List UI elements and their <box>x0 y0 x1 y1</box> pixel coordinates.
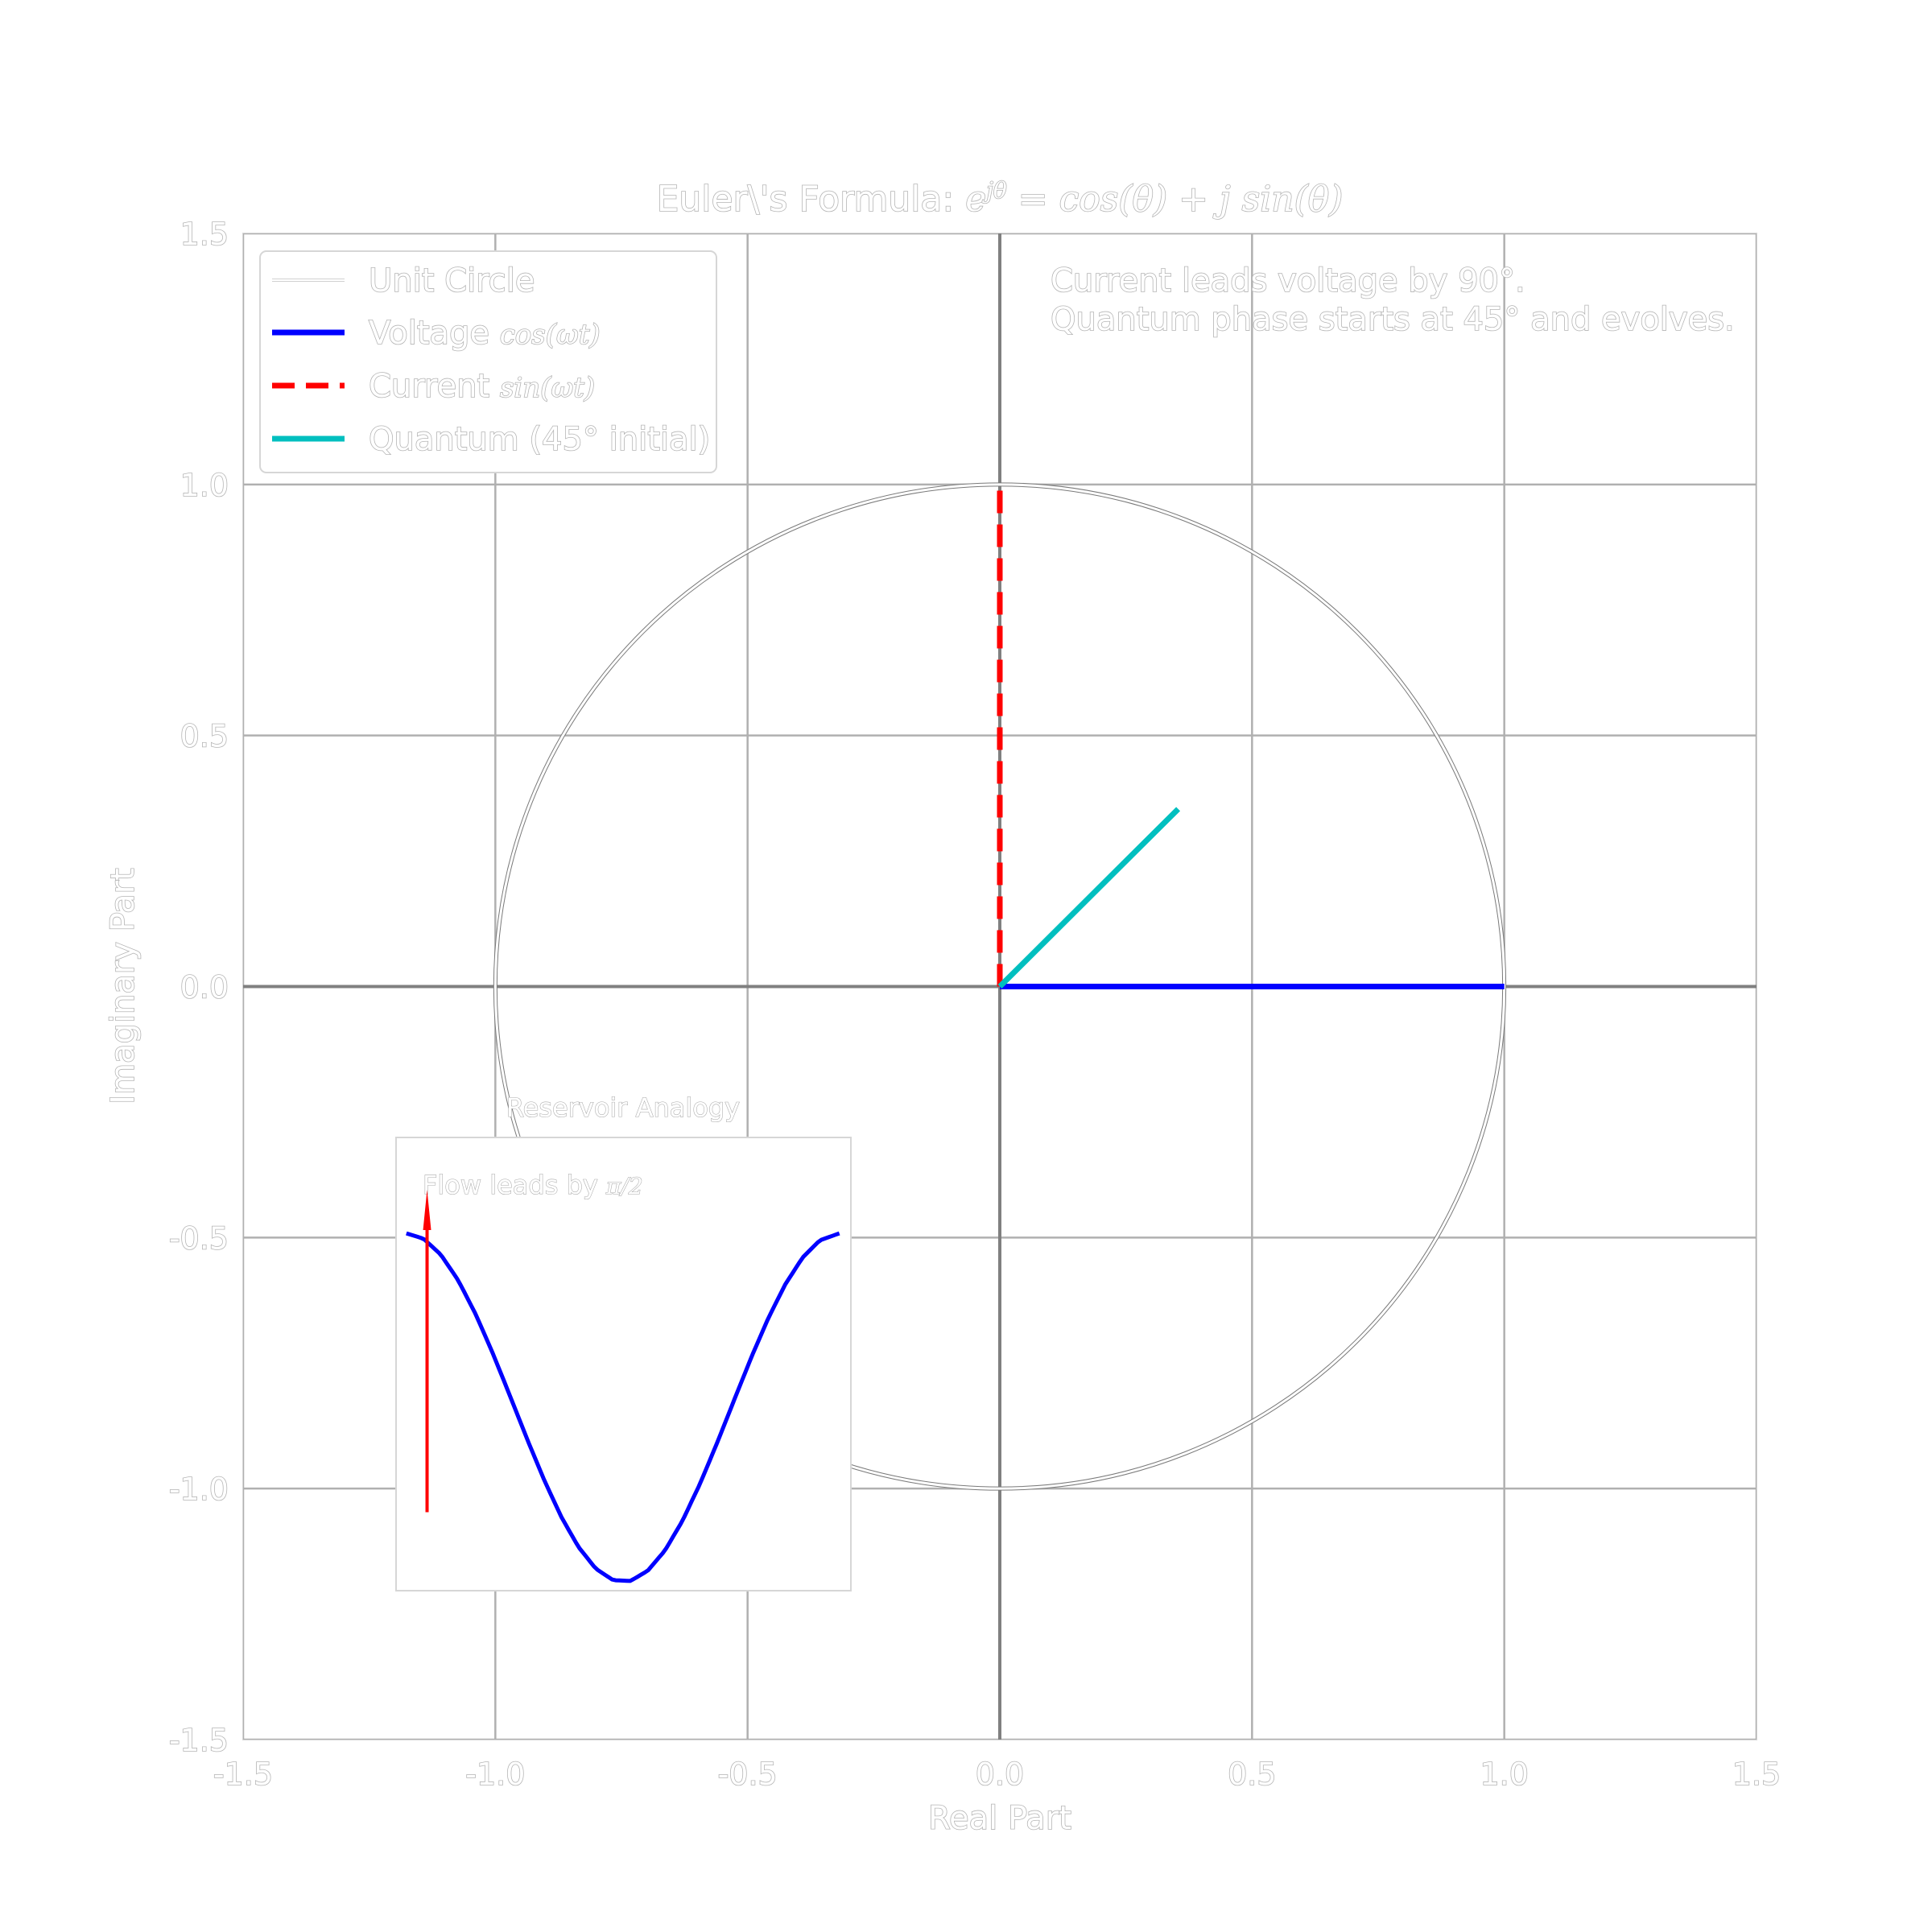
y-tick-labels: 1.5 1.0 0.5 0.0 -0.5 -1.0 -1.5 <box>168 216 229 1759</box>
legend-item-unit-circle: Unit Circle <box>272 262 535 300</box>
x-tick-labels: -1.5 -1.0 -0.5 0.0 0.5 1.0 1.5 <box>213 1756 1781 1793</box>
y-tick-label-5: -1.0 <box>169 1472 229 1507</box>
legend-label-quantum: Quantum (45° initial) <box>369 421 710 458</box>
series-layer <box>493 482 1507 1491</box>
x-axis-label: Real Part <box>928 1800 1071 1837</box>
y-tick-label-1: 1.0 <box>180 468 229 503</box>
y-tick-label-2: 0.5 <box>180 719 229 754</box>
inset-frame <box>395 1137 852 1591</box>
x-tick-label-0: -1.5 <box>213 1757 273 1792</box>
annotation-line-2: Quantum phase starts at 45° and evolves. <box>1051 301 1735 338</box>
legend-frame <box>259 250 717 473</box>
y-tick-label-6: -1.5 <box>169 1723 229 1758</box>
x-tick-label-4: 0.5 <box>1228 1757 1276 1792</box>
inset-flow-arrow-head <box>423 1189 431 1230</box>
inset-cos-curve <box>406 1231 840 1583</box>
quantum-vector <box>997 807 1181 989</box>
annotation-line-1: Current leads voltage by 90°. <box>1051 262 1525 299</box>
legend-label-unit-circle: Unit Circle <box>369 262 535 299</box>
legend-label-current: Current sin(ωt) <box>369 368 595 405</box>
inset-note: Flow leads by π/2 <box>423 1170 643 1200</box>
unit-circle <box>493 483 1506 1490</box>
y-tick-label-0: 1.5 <box>180 217 229 252</box>
y-axis-label: Imaginary Part <box>105 868 142 1104</box>
inset-chart: Reservoir Analogy Flow leads by π/2 <box>395 1092 852 1591</box>
legend-item-current: Current sin(ωt) <box>272 367 596 406</box>
inset-title: Reservoir Analogy <box>506 1092 740 1123</box>
x-tick-label-1: -1.0 <box>465 1757 525 1792</box>
x-tick-label-5: 1.0 <box>1480 1757 1528 1792</box>
legend: Unit Circle Voltage cos(ωt) Current sin(… <box>259 250 717 473</box>
x-tick-label-2: -0.5 <box>718 1757 778 1792</box>
legend-item-quantum: Quantum (45° initial) <box>272 420 711 459</box>
legend-item-voltage: Voltage cos(ωt) <box>272 314 601 353</box>
chart-title: Euler\'s Formula: ejθ = cos(θ) + j sin(θ… <box>657 177 1344 220</box>
x-tick-label-6: 1.5 <box>1732 1757 1781 1792</box>
legend-label-voltage: Voltage cos(ωt) <box>369 315 601 352</box>
x-tick-label-3: 0.0 <box>976 1757 1024 1792</box>
y-tick-label-4: -0.5 <box>169 1220 229 1256</box>
y-tick-label-3: 0.0 <box>180 970 229 1005</box>
inset-marks <box>406 1189 840 1583</box>
